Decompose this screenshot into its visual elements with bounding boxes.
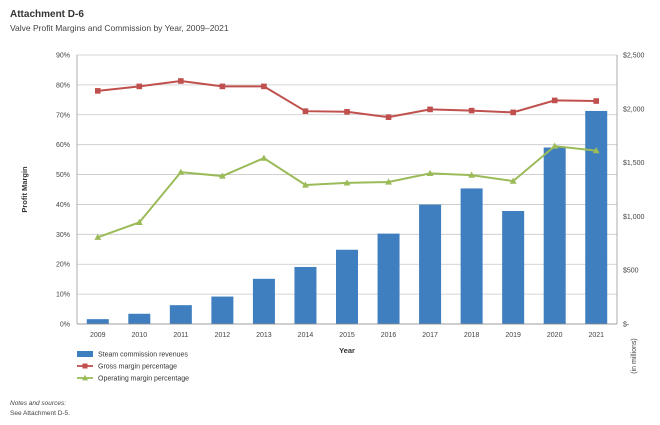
- x-tick-label: 2020: [547, 332, 563, 339]
- y-tick-label: 50%: [56, 172, 70, 179]
- x-tick-label: 2021: [588, 332, 604, 339]
- bar: [377, 233, 400, 324]
- legend-label: Steam commission revenues: [98, 352, 188, 359]
- x-tick-label: 2019: [505, 332, 521, 339]
- x-tick-label: 2014: [298, 332, 314, 339]
- legend-swatch-bar: [77, 351, 93, 357]
- y-tick-label: 70%: [56, 112, 70, 119]
- data-point: [136, 83, 143, 90]
- legend-label: Gross margin percentage: [98, 364, 177, 371]
- data-point: [593, 98, 600, 104]
- bar: [294, 266, 317, 324]
- x-tick-label: 2010: [132, 332, 148, 339]
- data-point: [218, 172, 226, 179]
- data-point: [219, 83, 226, 90]
- notes: Notes and sources: See Attachment D-5.: [10, 399, 70, 419]
- data-point: [510, 109, 516, 116]
- data-point: [385, 114, 392, 120]
- data-point: [426, 169, 434, 176]
- x-tick-label: 2017: [422, 332, 438, 339]
- data-point: [385, 178, 392, 185]
- data-point: [427, 106, 433, 113]
- x-tick-label: 2015: [339, 332, 355, 339]
- x-tick-label: 2013: [256, 332, 272, 339]
- data-point: [260, 154, 268, 161]
- data-point: [261, 83, 267, 90]
- bar: [585, 110, 608, 325]
- y-tick-label: 30%: [56, 232, 70, 239]
- data-point: [592, 147, 600, 154]
- bar: [543, 147, 566, 324]
- bar: [419, 204, 442, 324]
- notes-heading: Notes and sources:: [10, 400, 67, 407]
- data-point: [509, 177, 517, 184]
- legend-label: Operating margin percentage: [98, 376, 189, 383]
- y-tick-label: 0%: [60, 322, 70, 329]
- y-tick-label: 40%: [56, 202, 70, 209]
- y2-tick-label: $500: [623, 268, 639, 275]
- y-tick-label: 80%: [56, 82, 70, 89]
- bar: [86, 319, 109, 324]
- bar: [169, 305, 192, 324]
- y2-axis-label: (in millions): [631, 338, 638, 373]
- x-tick-label: 2009: [90, 332, 106, 339]
- y-tick-label: 90%: [56, 53, 70, 60]
- data-point: [302, 108, 309, 114]
- y-tick-label: 60%: [56, 142, 70, 149]
- y-tick-label: 20%: [56, 262, 70, 269]
- bar: [128, 313, 151, 324]
- y2-tick-label: $-: [623, 322, 630, 329]
- bar: [252, 278, 275, 324]
- bar: [336, 249, 358, 324]
- data-point: [344, 108, 350, 115]
- x-tick-label: 2012: [215, 332, 231, 339]
- x-axis-label: Year: [339, 346, 355, 355]
- data-point: [302, 181, 309, 188]
- data-point: [94, 88, 101, 94]
- data-point: [94, 233, 102, 240]
- bar: [502, 211, 525, 324]
- data-point: [551, 97, 558, 104]
- data-point: [178, 78, 184, 84]
- chart-title: Valve Profit Margins and Commission by Y…: [10, 23, 229, 33]
- attachment-label: Attachment D-6: [10, 9, 84, 20]
- legend-marker: [82, 363, 88, 369]
- bar: [211, 296, 234, 324]
- notes-text: See Attachment D-5.: [10, 410, 70, 417]
- y-axis-label: Profit Margin: [20, 166, 29, 213]
- bar: [460, 188, 483, 324]
- legend-marker: [82, 374, 88, 381]
- y2-tick-label: $1,000: [623, 214, 645, 221]
- data-point: [177, 168, 185, 175]
- y2-tick-label: $2,000: [623, 106, 645, 113]
- y2-tick-label: $2,500: [623, 53, 645, 60]
- y2-tick-label: $1,500: [623, 160, 645, 167]
- data-point: [468, 171, 476, 178]
- data-point: [135, 218, 143, 225]
- data-point: [468, 107, 475, 114]
- y-tick-label: 10%: [56, 292, 70, 299]
- data-point: [551, 142, 559, 149]
- data-point: [343, 179, 351, 186]
- x-tick-label: 2016: [381, 332, 397, 339]
- x-tick-label: 2011: [173, 332, 188, 339]
- x-tick-label: 2018: [464, 332, 480, 339]
